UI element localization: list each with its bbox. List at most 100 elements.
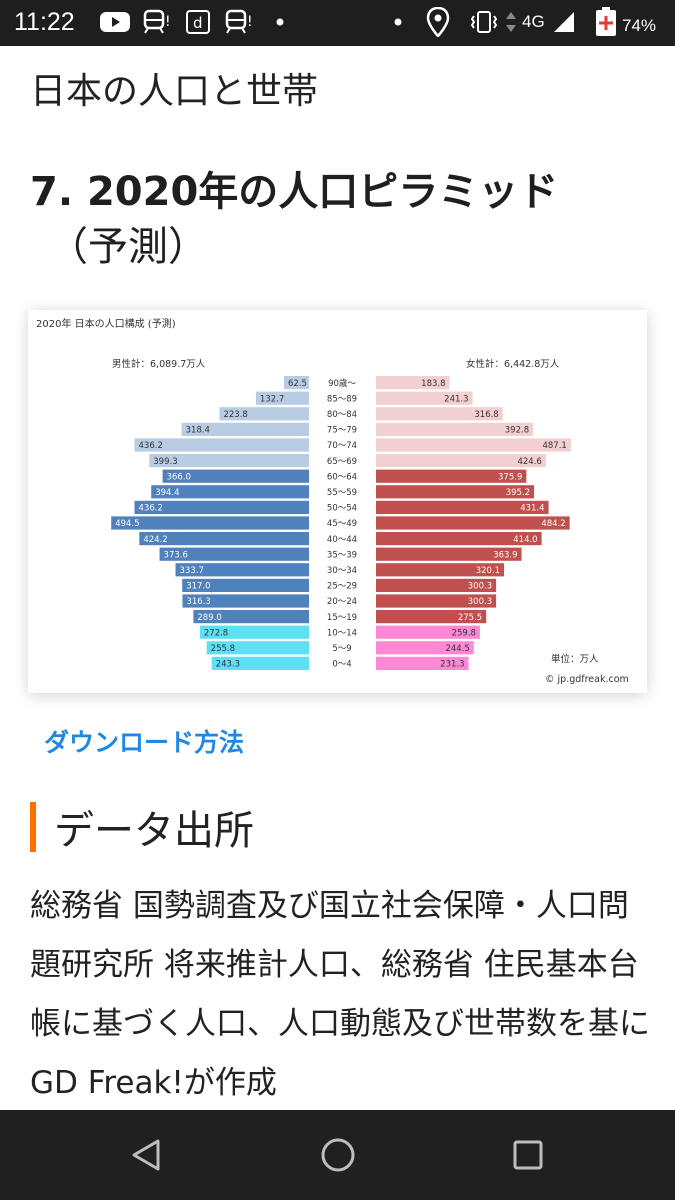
female-value-label: 395.2 — [506, 488, 530, 498]
home-button[interactable] — [318, 1135, 358, 1175]
source-heading-title: データ出所 — [54, 808, 254, 854]
bars-group: 62.5 183.8 90歳～ 132.7 241.3 85～89 223.8 316.8 80… — [111, 376, 571, 670]
male-value-label: 333.7 — [180, 566, 204, 576]
male-bar — [111, 516, 309, 530]
battery-icon — [595, 7, 617, 36]
male-value-label: 62.5 — [288, 379, 307, 389]
status-time: 11:22 — [14, 8, 75, 36]
female-value-label: 424.6 — [517, 457, 541, 467]
age-group-label: 55～59 — [327, 488, 357, 498]
female-value-label: 484.2 — [541, 519, 565, 529]
male-value-label: 366.0 — [167, 472, 191, 482]
navigation-bar — [0, 1110, 675, 1200]
chart-title: 2020年 日本の人口構成 (予測) — [36, 317, 176, 330]
male-bar — [211, 656, 309, 670]
female-bar — [376, 532, 542, 546]
data-arrows-icon — [505, 9, 517, 35]
recents-button[interactable] — [508, 1135, 548, 1175]
male-bar — [206, 641, 309, 655]
male-bar — [181, 422, 309, 436]
male-value-label: 243.3 — [216, 660, 240, 670]
male-bar — [219, 407, 309, 421]
age-group-label: 35～39 — [327, 550, 357, 560]
female-value-label: 244.5 — [445, 644, 469, 654]
train-notification-icon: ! — [142, 9, 170, 35]
svg-text:!: ! — [165, 14, 170, 30]
age-group-label: 70～74 — [327, 441, 357, 451]
svg-text:!: ! — [247, 14, 252, 30]
age-group-label: 50～54 — [327, 504, 357, 514]
female-bar — [376, 438, 571, 452]
female-value-label: 487.1 — [542, 441, 566, 451]
male-value-label: 317.0 — [186, 582, 210, 592]
battery-percent: 74% — [622, 16, 657, 35]
female-bar — [376, 485, 535, 499]
download-method-link[interactable]: ダウンロード方法 — [44, 728, 245, 757]
female-bar — [376, 454, 546, 468]
age-group-label: 85～89 — [327, 394, 357, 404]
female-value-label: 241.3 — [444, 394, 468, 404]
female-value-label: 363.9 — [493, 550, 517, 560]
female-value-label: 300.3 — [468, 597, 492, 607]
back-triangle-icon — [132, 1139, 160, 1171]
male-bar — [149, 454, 309, 468]
age-group-label: 0～4 — [332, 660, 351, 670]
male-value-label: 272.8 — [204, 628, 228, 638]
female-bar — [376, 376, 450, 390]
youtube-icon — [100, 9, 130, 35]
female-value-label: 320.1 — [476, 566, 500, 576]
male-bar — [134, 500, 309, 514]
population-pyramid-chart[interactable]: 2020年 日本の人口構成 (予測) 男性計：6,089.7万人 女性計：6,4… — [28, 310, 647, 693]
age-group-label: 90歳～ — [328, 378, 356, 389]
female-value-label: 392.8 — [505, 426, 529, 436]
female-value-label: 316.8 — [474, 410, 498, 420]
section-title-line2: （予測） — [48, 224, 208, 270]
male-value-label: 436.2 — [139, 441, 163, 451]
age-group-label: 60～64 — [327, 472, 357, 482]
female-value-label: 231.3 — [440, 660, 464, 670]
male-bar — [182, 578, 309, 592]
home-circle-icon — [321, 1138, 355, 1172]
male-value-label: 424.2 — [143, 535, 167, 545]
recents-square-icon — [513, 1140, 543, 1170]
age-group-label: 45～49 — [327, 519, 357, 529]
status-bar: 11:22 ! d ! 4G 74% — [0, 0, 675, 46]
age-group-label: 30～34 — [327, 566, 357, 576]
male-value-label: 255.8 — [211, 644, 235, 654]
source-description: 総務省 国勢調査及び国立社会保障・人口問題研究所 将来推計人口、総務省 住民基本… — [30, 888, 650, 1101]
male-value-label: 318.4 — [186, 426, 210, 436]
male-bar — [175, 563, 309, 577]
network-type: 4G — [522, 12, 545, 31]
male-bar — [182, 594, 309, 608]
female-bar — [376, 625, 480, 639]
age-group-label: 20～24 — [327, 597, 357, 607]
male-bar — [139, 532, 309, 546]
vibrate-icon — [470, 9, 498, 35]
female-bar — [376, 422, 534, 436]
source-heading: データ出所 — [30, 800, 254, 854]
male-bar — [151, 485, 309, 499]
section-title-line1: 7. 2020年の人口ピラミッド — [30, 169, 559, 215]
unit-label: 単位：万人 — [551, 653, 599, 665]
age-group-label: 5～9 — [332, 644, 351, 654]
back-button[interactable] — [128, 1135, 168, 1175]
female-value-label: 183.8 — [421, 379, 445, 389]
age-group-label: 75～79 — [327, 426, 357, 436]
female-value-label: 375.9 — [498, 472, 522, 482]
female-bar — [376, 594, 497, 608]
male-total-label: 男性計：6,089.7万人 — [112, 358, 206, 370]
signal-icon — [552, 9, 576, 35]
male-value-label: 316.3 — [186, 597, 210, 607]
male-value-label: 373.6 — [164, 550, 188, 560]
female-value-label: 431.4 — [520, 504, 544, 514]
section-title: 7. 2020年の人口ピラミッド （予測） — [30, 165, 630, 275]
male-bar — [255, 391, 309, 405]
female-value-label: 414.0 — [513, 535, 537, 545]
male-value-label: 132.7 — [260, 394, 284, 404]
female-bar — [376, 407, 503, 421]
female-bar — [376, 391, 473, 405]
male-bar — [159, 547, 309, 561]
male-value-label: 394.4 — [155, 488, 179, 498]
dot-icon-2 — [394, 9, 402, 35]
dot-icon — [276, 9, 284, 35]
